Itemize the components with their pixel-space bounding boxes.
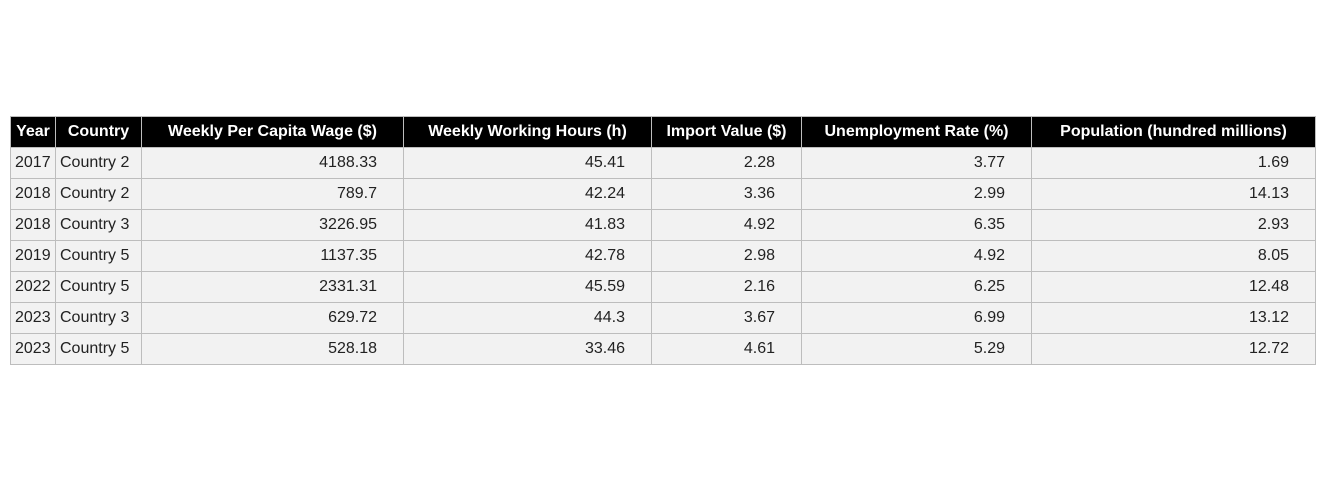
table-cell: 2023 — [10, 333, 56, 365]
table-cell: 3.77 — [801, 147, 1032, 179]
table-cell: Country 5 — [55, 240, 142, 272]
table-cell: 3.67 — [651, 302, 802, 334]
table-cell: 2023 — [10, 302, 56, 334]
table-cell: 4.61 — [651, 333, 802, 365]
table-cell: 2018 — [10, 209, 56, 241]
data-table-container: Year Country Weekly Per Capita Wage ($) Wee… — [10, 116, 1316, 365]
table-cell: 4.92 — [651, 209, 802, 241]
column-header: Import Value ($) — [651, 116, 802, 148]
table-cell: 2019 — [10, 240, 56, 272]
table-body: 2017 Country 2 4188.33 45.41 2.28 3.77 1.69 201… — [10, 147, 1316, 365]
table-cell: 45.41 — [403, 147, 652, 179]
table-header-row: Year Country Weekly Per Capita Wage ($) Wee… — [10, 116, 1316, 148]
table-cell: 42.24 — [403, 178, 652, 210]
column-header: Country — [55, 116, 142, 148]
table-cell: Country 3 — [55, 209, 142, 241]
table-cell: 2017 — [10, 147, 56, 179]
table-cell: 4188.33 — [141, 147, 404, 179]
table-row: 2018 Country 2 789.7 42.24 3.36 2.99 14.13 — [10, 178, 1316, 210]
table-cell: 3.36 — [651, 178, 802, 210]
table-cell: 12.48 — [1031, 271, 1316, 303]
table-header: Year Country Weekly Per Capita Wage ($) Wee… — [10, 116, 1316, 148]
table-cell: Country 5 — [55, 333, 142, 365]
table-cell: 5.29 — [801, 333, 1032, 365]
table-cell: 2.98 — [651, 240, 802, 272]
table-cell: 6.25 — [801, 271, 1032, 303]
table-cell: 42.78 — [403, 240, 652, 272]
table-row: 2019 Country 5 1137.35 42.78 2.98 4.92 8.05 — [10, 240, 1316, 272]
table-row: 2017 Country 2 4188.33 45.41 2.28 3.77 1.69 — [10, 147, 1316, 179]
table-cell: 3226.95 — [141, 209, 404, 241]
data-table: Year Country Weekly Per Capita Wage ($) Wee… — [10, 116, 1316, 365]
table-cell: 33.46 — [403, 333, 652, 365]
column-header: Year — [10, 116, 56, 148]
table-row: 2023 Country 3 629.72 44.3 3.67 6.99 13.12 — [10, 302, 1316, 334]
table-cell: 1137.35 — [141, 240, 404, 272]
table-cell: 13.12 — [1031, 302, 1316, 334]
table-cell: 41.83 — [403, 209, 652, 241]
table-cell: 12.72 — [1031, 333, 1316, 365]
table-cell: 2.28 — [651, 147, 802, 179]
table-cell: 45.59 — [403, 271, 652, 303]
column-header: Weekly Per Capita Wage ($) — [141, 116, 404, 148]
table-cell: 2022 — [10, 271, 56, 303]
table-cell: Country 5 — [55, 271, 142, 303]
table-cell: 2.16 — [651, 271, 802, 303]
table-row: 2022 Country 5 2331.31 45.59 2.16 6.25 12.48 — [10, 271, 1316, 303]
table-cell: 2.99 — [801, 178, 1032, 210]
table-cell: 1.69 — [1031, 147, 1316, 179]
table-cell: Country 2 — [55, 147, 142, 179]
table-cell: 4.92 — [801, 240, 1032, 272]
table-row: 2018 Country 3 3226.95 41.83 4.92 6.35 2.93 — [10, 209, 1316, 241]
column-header: Population (hundred millions) — [1031, 116, 1316, 148]
table-cell: 44.3 — [403, 302, 652, 334]
table-cell: Country 2 — [55, 178, 142, 210]
table-cell: 528.18 — [141, 333, 404, 365]
column-header: Unemployment Rate (%) — [801, 116, 1032, 148]
table-cell: 629.72 — [141, 302, 404, 334]
table-row: 2023 Country 5 528.18 33.46 4.61 5.29 12.72 — [10, 333, 1316, 365]
table-cell: 6.35 — [801, 209, 1032, 241]
table-cell: 789.7 — [141, 178, 404, 210]
table-cell: 2.93 — [1031, 209, 1316, 241]
table-cell: 2018 — [10, 178, 56, 210]
table-cell: 6.99 — [801, 302, 1032, 334]
table-cell: 8.05 — [1031, 240, 1316, 272]
column-header: Weekly Working Hours (h) — [403, 116, 652, 148]
table-cell: Country 3 — [55, 302, 142, 334]
table-cell: 14.13 — [1031, 178, 1316, 210]
table-cell: 2331.31 — [141, 271, 404, 303]
